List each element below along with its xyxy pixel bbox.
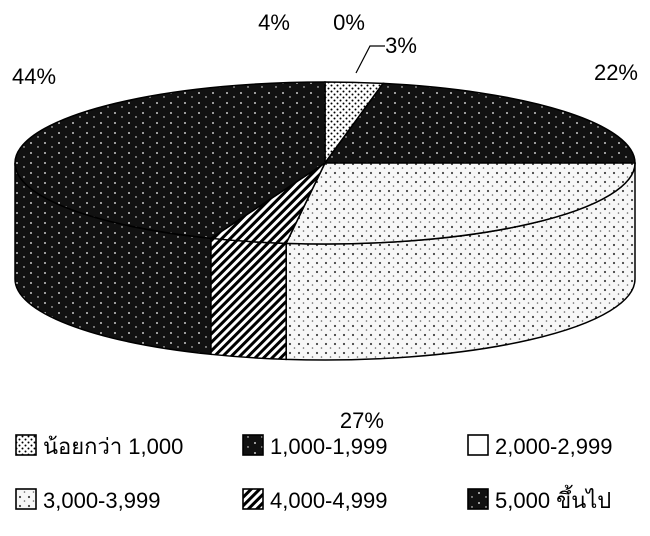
legend-swatch-5 [467, 488, 489, 510]
legend-swatch-2 [467, 434, 489, 456]
legend-label-3: 3,000-3,999 [43, 488, 160, 513]
slice-label-2: 0% [333, 10, 365, 35]
legend-item-5: 5,000 ขึ้นไป [467, 485, 611, 513]
legend-item-2: 2,000-2,999 [467, 434, 612, 459]
pie-layer [14, 81, 636, 361]
legend-label-0: น้อยกว่า 1,000 [43, 434, 183, 459]
legend-swatch-3 [15, 488, 37, 510]
legend-label-1: 1,000-1,999 [270, 434, 387, 459]
pie-slice-3 [284, 162, 636, 245]
legend-item-3: 3,000-3,999 [15, 488, 160, 513]
slice-label-1: 22% [594, 60, 638, 85]
legend: น้อยกว่า 1,000 1,000-1,999 2,000-2,999 3,00… [15, 434, 612, 513]
legend-item-0: น้อยกว่า 1,000 [15, 434, 183, 459]
pie-side-4 [210, 237, 287, 361]
leader-line [355, 45, 385, 74]
slice-labels: 3% 22% 0% 27% 4% 44% [12, 10, 638, 433]
slice-label-4: 4% [258, 10, 290, 35]
slice-label-0: 3% [385, 33, 417, 58]
legend-item-4: 4,000-4,999 [242, 488, 387, 513]
slice-label-5: 44% [12, 64, 56, 89]
legend-swatch-4 [242, 488, 264, 510]
pie-slice-1 [323, 82, 636, 164]
legend-label-5: 5,000 ขึ้นไป [495, 485, 611, 513]
legend-label-4: 4,000-4,999 [270, 488, 387, 513]
legend-item-1: 1,000-1,999 [242, 434, 387, 459]
legend-label-2: 2,000-2,999 [495, 434, 612, 459]
pie-slice-5 [14, 81, 326, 240]
legend-swatch-1 [242, 434, 264, 456]
slice-label-3: 27% [340, 408, 384, 433]
legend-swatch-0 [15, 434, 37, 456]
